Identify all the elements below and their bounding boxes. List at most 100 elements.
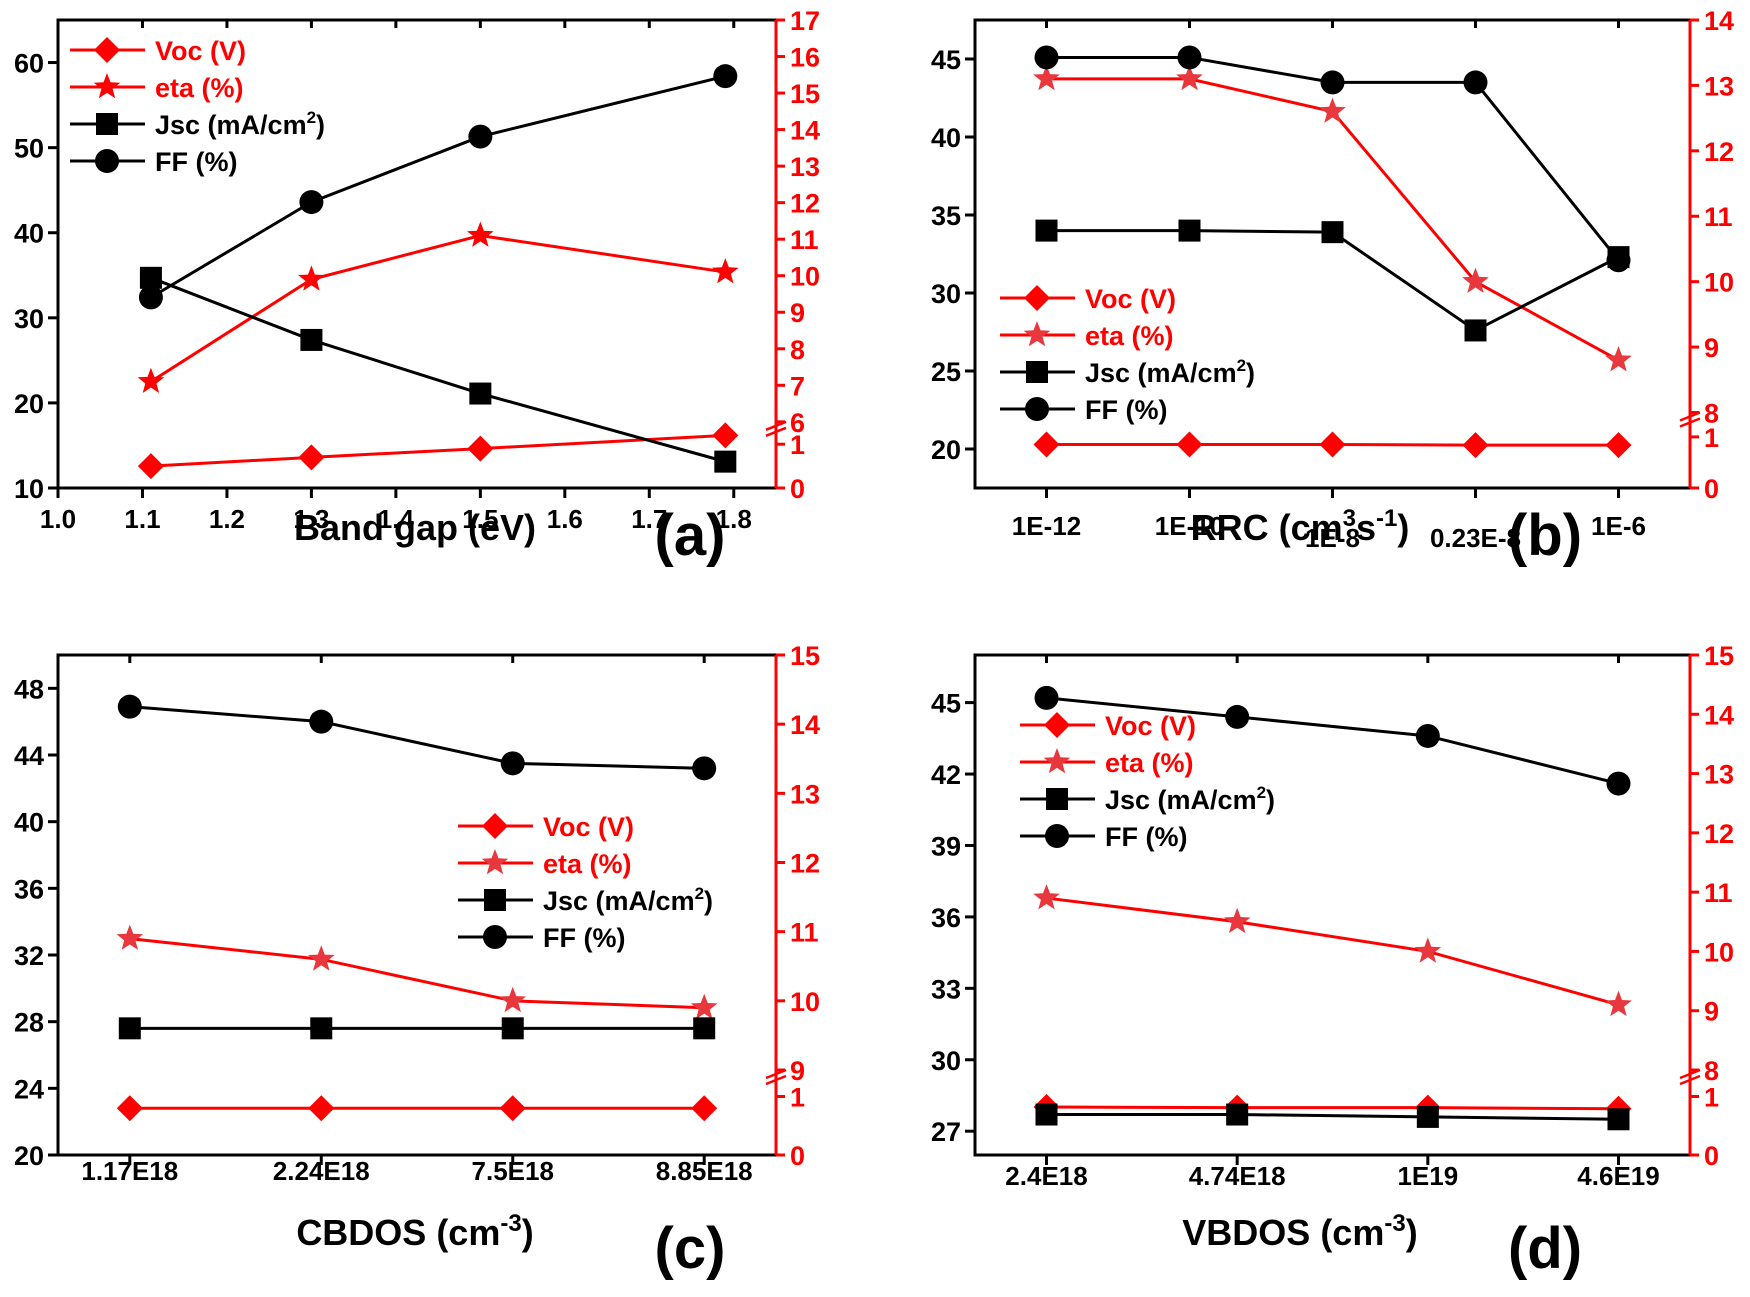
- x-axis-title-text: ): [1406, 1212, 1418, 1253]
- data-point-square: [1464, 319, 1487, 342]
- x-axis-title-sup: 3: [1343, 505, 1356, 532]
- right-tick-label: 0: [790, 474, 805, 504]
- legend-text: ): [1246, 358, 1255, 388]
- data-point-square: [1035, 219, 1058, 242]
- x-tick-label: 0.23E-8: [1430, 523, 1521, 553]
- x-axis-title-text: Band gap (eV): [294, 507, 536, 548]
- legend-sup: 2: [1237, 356, 1246, 375]
- data-point-star: [1462, 267, 1489, 293]
- data-point-diamond: [1605, 432, 1632, 459]
- x-tick-label: 1.2: [209, 504, 245, 534]
- x-tick-label: 2.4E18: [1005, 1161, 1087, 1191]
- legend-text: eta (%): [1085, 321, 1174, 351]
- legend-label-jsc: Jsc (mA/cm2): [1105, 783, 1275, 815]
- right-tick-label: 1: [1704, 423, 1719, 453]
- x-tick-label: 1E-8: [1305, 523, 1360, 553]
- legend-label-voc: Voc (V): [1085, 284, 1176, 314]
- data-point-square: [693, 1017, 716, 1040]
- data-point-circle: [1606, 248, 1631, 273]
- data-point-circle: [1463, 70, 1488, 95]
- panel-label: (a): [655, 503, 726, 568]
- right-tick-label: 9: [790, 1056, 805, 1086]
- left-tick-label: 35: [931, 201, 961, 231]
- data-point-diamond: [137, 453, 164, 480]
- legend-text: eta (%): [155, 73, 244, 103]
- x-axis-title-sup: -3: [1384, 1210, 1405, 1237]
- right-tick-label: 1: [790, 1083, 805, 1113]
- left-tick-label: 36: [931, 903, 961, 933]
- data-point-square: [118, 1017, 141, 1040]
- data-point-diamond: [499, 1095, 526, 1122]
- legend-label-ff: FF (%): [155, 147, 237, 177]
- plot-frame: [973, 653, 1692, 1157]
- x-tick-label: 1.17E18: [81, 1156, 178, 1186]
- right-tick-label: 6: [790, 408, 805, 438]
- right-tick-label: 12: [790, 849, 820, 879]
- left-tick-label: 20: [14, 389, 44, 419]
- data-point-diamond: [1033, 431, 1060, 458]
- x-tick-label: 1.7: [631, 504, 667, 534]
- data-point-star: [1319, 97, 1346, 123]
- left-tick-label: 20: [14, 1141, 44, 1171]
- data-point-circle: [1034, 45, 1059, 70]
- series-line-diamond: [1046, 1105, 1619, 1111]
- left-tick-label: 27: [931, 1117, 961, 1147]
- legend-label-jsc: Jsc (mA/cm2): [155, 108, 325, 140]
- right-tick-label: 10: [1704, 937, 1734, 967]
- data-point-circle: [713, 64, 738, 89]
- x-tick-label: 1E-12: [1012, 511, 1081, 541]
- legend-label-eta: eta (%): [1085, 321, 1174, 351]
- right-tick-label: 8: [1704, 398, 1719, 428]
- data-point-square: [300, 328, 323, 351]
- legend-label-ff: FF (%): [1105, 822, 1187, 852]
- legend-text: Jsc (mA/cm: [543, 886, 695, 916]
- right-tick-label: 1: [790, 430, 805, 460]
- x-tick-label: 1.6: [547, 504, 583, 534]
- legend-diamond-icon: [482, 813, 508, 839]
- legend-star-icon: [1023, 321, 1051, 347]
- x-axis-title: RRC (cm3s-1): [1191, 505, 1410, 548]
- data-point-diamond: [298, 444, 325, 471]
- data-point-square: [1416, 1105, 1439, 1128]
- data-point-square: [1321, 221, 1344, 244]
- right-tick-label: 1: [1704, 1083, 1719, 1113]
- left-tick-label: 30: [931, 279, 961, 309]
- x-tick-label: 1.0: [40, 504, 76, 534]
- x-tick-label: 1E19: [1397, 1161, 1458, 1191]
- x-tick-label: 2.24E18: [273, 1156, 370, 1186]
- legend-label-voc: Voc (V): [543, 812, 634, 842]
- data-point-star: [690, 993, 718, 1020]
- left-tick-label: 24: [14, 1074, 44, 1104]
- series-line-square: [1046, 229, 1620, 333]
- x-axis-title-text: RRC (cm: [1191, 507, 1343, 548]
- right-tick-label: 9: [1704, 333, 1719, 363]
- data-point-star: [298, 265, 325, 291]
- data-point-circle: [692, 756, 717, 781]
- right-tick-label: 13: [1704, 760, 1734, 790]
- panel-d: 27 30 33 36 39 42 45 0 18 9 10 11 12 13 14 15 2.4E18 4.74…: [931, 641, 1734, 1281]
- legend-text: Jsc (mA/cm: [1085, 358, 1237, 388]
- right-tick-label: 14: [1704, 6, 1734, 36]
- data-point-star: [1033, 884, 1060, 910]
- legend-text: eta (%): [543, 849, 632, 879]
- x-tick-label: 1E-6: [1591, 511, 1646, 541]
- left-tick-label: 28: [14, 1008, 44, 1038]
- data-point-circle: [500, 751, 525, 776]
- panel-label: (b): [1508, 503, 1582, 568]
- legend-label-eta: eta (%): [1105, 748, 1194, 778]
- right-tick-label: 8: [790, 335, 805, 365]
- data-point-circle: [468, 124, 493, 149]
- data-point-star: [137, 367, 165, 393]
- right-tick-label: 9: [1704, 997, 1719, 1027]
- left-tick-label: 40: [14, 808, 44, 838]
- legend: Voc (V) eta (%) Jsc (mA/cm2) FF (%): [1020, 711, 1275, 852]
- x-tick-label: 1.3: [293, 504, 329, 534]
- legend-label-jsc: Jsc (mA/cm2): [543, 884, 713, 916]
- right-tick-label: 12: [790, 189, 820, 219]
- data-point-square: [1035, 1103, 1058, 1126]
- data-point-circle: [1415, 723, 1440, 748]
- data-point-square: [501, 1017, 524, 1040]
- right-tick-label: 14: [790, 116, 820, 146]
- right-tick-label: 0: [1704, 1141, 1719, 1171]
- series-line-square: [1046, 1113, 1619, 1121]
